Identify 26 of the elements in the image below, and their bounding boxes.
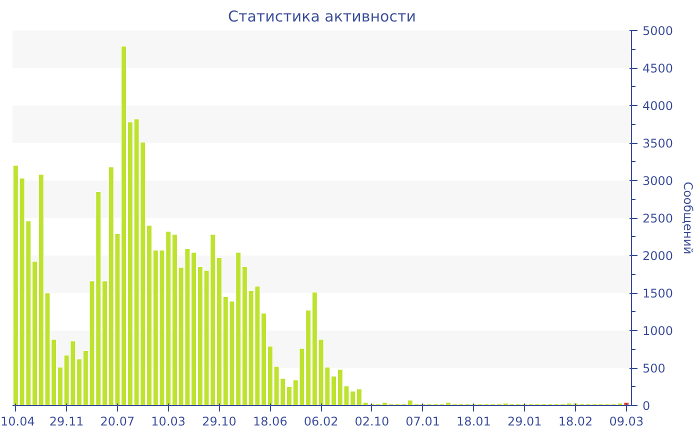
x-tick-label: 18.01 xyxy=(456,414,491,428)
y-tick-label: 3000 xyxy=(642,174,674,188)
x-tick-label: 29.01 xyxy=(507,414,542,428)
x-tick-label: 09.03 xyxy=(609,414,644,428)
y-tick-label: 2500 xyxy=(642,212,674,226)
y-tick-label: 0 xyxy=(642,399,650,413)
x-tick-label: 10.04 xyxy=(0,414,35,428)
x-tick-label: 18.06 xyxy=(252,414,288,428)
x-tick-label: 29.11 xyxy=(49,414,84,428)
x-tick-label: 18.02 xyxy=(558,414,593,428)
y-tick-label: 2000 xyxy=(642,249,674,263)
x-tick-label: 02.10 xyxy=(354,414,390,428)
y-tick-label: 3500 xyxy=(642,136,674,150)
x-tick-label: 10.03 xyxy=(151,414,186,428)
y-tick-label: 5000 xyxy=(642,24,674,38)
y-tick-label: 4500 xyxy=(642,62,674,76)
x-tick-label: 06.02 xyxy=(304,414,338,428)
chart-title: Статистика активности xyxy=(228,8,416,26)
x-tick-label: 20.07 xyxy=(100,414,135,428)
y-tick-label: 500 xyxy=(642,362,666,376)
x-tick-label: 29.10 xyxy=(202,414,236,428)
y-tick-label: 4000 xyxy=(642,99,674,113)
x-tick-label: 07.01 xyxy=(406,414,440,428)
y-axis-title: Сообщений xyxy=(681,182,696,254)
y-tick-label: 1000 xyxy=(642,324,674,338)
y-tick-label: 1500 xyxy=(642,286,674,300)
